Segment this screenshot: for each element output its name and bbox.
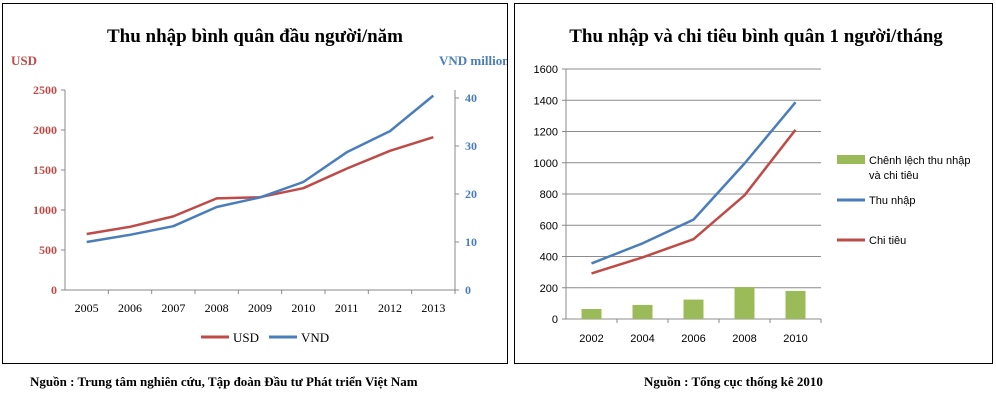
legend-label: USD — [233, 330, 259, 345]
x-tick-label: 2005 — [75, 301, 99, 315]
income-per-capita-chart: Thu nhập bình quân đầu người/năm USD VND… — [11, 26, 510, 345]
y-tick-label: 1600 — [534, 64, 558, 76]
x-tick-label: 2012 — [378, 301, 402, 315]
legend-label: Chi tiêu — [869, 235, 906, 247]
series-line — [591, 101, 797, 265]
right-tick-label: 20 — [465, 187, 477, 201]
source-note: Nguồn : Trung tâm nghiên cứu, Tập đoàn Đ… — [30, 374, 418, 389]
x-tick-label: 2008 — [205, 301, 229, 315]
legend-label: Chênh lệch thu nhập — [869, 155, 971, 167]
x-tick-label: 2013 — [421, 301, 445, 315]
legend-swatch — [837, 155, 865, 164]
series-lines — [591, 101, 797, 275]
axes: 0 200 400 600 800 1000 1200 1400 1600 2002 2004 200… — [534, 64, 822, 345]
legend-label: Thu nhập — [869, 195, 915, 207]
legend: USD VND — [201, 330, 329, 345]
left-tick-label: 2000 — [33, 123, 57, 137]
right-tick-label: 0 — [465, 283, 471, 297]
right-tick-label: 30 — [465, 139, 477, 153]
right-tick-label: 10 — [465, 235, 477, 249]
difference-bar — [785, 290, 806, 319]
difference-bar — [632, 304, 653, 319]
x-tick-label: 2010 — [291, 301, 315, 315]
chart-title: Thu nhập và chi tiêu bình quân 1 người/t… — [569, 26, 943, 47]
income-per-capita-chart-panel: Thu nhập bình quân đầu người/năm USD VND… — [2, 3, 510, 364]
y-tick-label: 0 — [552, 314, 558, 326]
right-tick-label: 40 — [465, 91, 477, 105]
x-tick-label: 2009 — [248, 301, 272, 315]
series-line-vnd — [86, 94, 435, 244]
difference-bar — [734, 287, 755, 319]
difference-bars — [581, 287, 806, 319]
source-note: Nguồn : Tổng cục thống kê 2010 — [644, 374, 823, 389]
x-tick-label: 2004 — [630, 333, 654, 345]
y-tick-label: 800 — [540, 189, 558, 201]
legend-label: và chi tiêu — [869, 170, 919, 182]
right-axis-unit-label: VND million — [439, 53, 507, 68]
left-tick-label: 1500 — [33, 163, 57, 177]
y-tick-label: 400 — [540, 252, 558, 264]
left-tick-label: 500 — [39, 243, 57, 257]
gridlines — [566, 68, 821, 320]
series-line-usd — [86, 136, 434, 236]
x-tick-label: 2002 — [579, 333, 603, 345]
left-tick-label: 2500 — [33, 83, 57, 97]
series-lines — [86, 94, 435, 244]
left-tick-label: 1000 — [33, 203, 57, 217]
x-tick-label: 2008 — [732, 333, 756, 345]
x-tick-label: 2010 — [783, 333, 807, 345]
left-tick-label: 0 — [51, 283, 57, 297]
chart-title: Thu nhập bình quân đầu người/năm — [107, 26, 403, 47]
x-tick-label: 2006 — [118, 301, 142, 315]
y-tick-label: 1000 — [534, 158, 558, 170]
income-expenditure-chart: Thu nhập và chi tiêu bình quân 1 người/t… — [534, 26, 971, 345]
x-tick-label: 2006 — [681, 333, 705, 345]
difference-bar — [581, 309, 602, 319]
legend-label: VND — [301, 330, 329, 345]
legend: Chênh lệch thu nhập và chi tiêu Thu nhập Ch… — [837, 155, 971, 247]
left-axis-unit-label: USD — [11, 53, 37, 68]
x-tick-label: 2011 — [335, 301, 359, 315]
income-expenditure-chart-panel: Thu nhập và chi tiêu bình quân 1 người/t… — [514, 3, 993, 364]
series-line — [591, 129, 797, 275]
y-tick-label: 600 — [540, 220, 558, 232]
x-tick-label: 2007 — [161, 301, 185, 315]
y-tick-label: 1200 — [534, 127, 558, 139]
y-tick-label: 1400 — [534, 95, 558, 107]
difference-bar — [683, 299, 704, 319]
axes: 0 500 1000 1500 2000 2500 0 10 20 30 40 2005 2006 200… — [33, 83, 477, 315]
y-tick-label: 200 — [540, 283, 558, 295]
